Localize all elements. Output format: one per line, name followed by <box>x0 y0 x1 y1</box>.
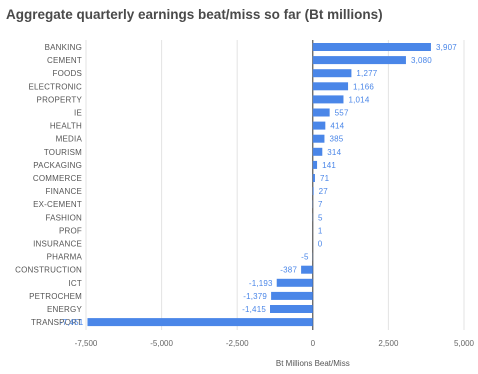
bar <box>312 108 330 117</box>
data-label: 1,166 <box>353 82 374 91</box>
data-label: 71 <box>320 174 330 183</box>
category-label: PROPERTY <box>37 95 83 104</box>
data-label: -1,379 <box>243 292 267 301</box>
data-label: 27 <box>319 187 329 196</box>
category-label: INSURANCE <box>33 240 82 249</box>
x-tick-label: 0 <box>311 339 316 348</box>
bar <box>312 187 314 196</box>
category-label: PHARMA <box>47 253 83 262</box>
data-label: 5 <box>318 213 323 222</box>
category-label: CONSTRUCTION <box>15 266 82 275</box>
bar <box>312 160 318 169</box>
category-label: ENERGY <box>47 305 82 314</box>
bar <box>312 56 406 65</box>
data-label: 3,080 <box>411 56 432 65</box>
x-axis-label: Bt Millions Beat/Miss <box>276 359 350 368</box>
category-label: PETROCHEM <box>29 292 82 301</box>
category-label: ICT <box>69 279 83 288</box>
data-label: -1,193 <box>249 279 273 288</box>
data-label: 3,907 <box>436 43 457 52</box>
category-label: ELECTRONIC <box>28 82 82 91</box>
category-label: MEDIA <box>56 135 83 144</box>
data-label: 7 <box>318 200 323 209</box>
category-label: FASHION <box>45 213 82 222</box>
bar <box>312 95 344 104</box>
x-tick-label: 5,000 <box>454 339 475 348</box>
bar <box>312 134 325 143</box>
data-label: 1,277 <box>356 69 377 78</box>
bar <box>276 278 313 287</box>
bar <box>270 305 313 313</box>
data-label: -1,415 <box>242 305 266 314</box>
data-label: 141 <box>322 161 336 170</box>
bar <box>312 147 323 156</box>
data-label: -387 <box>280 266 297 275</box>
data-label: 414 <box>330 122 344 131</box>
category-label: TOURISM <box>44 148 82 157</box>
bar <box>312 121 326 130</box>
bar <box>312 82 349 91</box>
data-label: -5 <box>301 253 309 262</box>
data-label: -7,451 <box>60 318 84 327</box>
category-label: EX-CEMENT <box>33 200 82 209</box>
category-label: CEMENT <box>47 56 82 65</box>
bar <box>87 318 313 327</box>
data-label: 314 <box>327 148 341 157</box>
category-label: PROF <box>59 226 82 235</box>
data-label: 557 <box>335 109 349 118</box>
bar <box>312 174 315 182</box>
category-label: COMMERCE <box>33 174 82 183</box>
x-tick-label: -2,500 <box>226 339 249 348</box>
category-label: PACKAGING <box>33 161 82 170</box>
bar <box>271 291 313 300</box>
bar <box>312 69 352 78</box>
category-label: TRANSPORT <box>31 318 82 327</box>
x-tick-label: 2,500 <box>378 339 399 348</box>
data-label: 1 <box>318 226 323 235</box>
category-label: FINANCE <box>45 187 82 196</box>
data-label: 385 <box>329 135 343 144</box>
bar <box>301 265 313 274</box>
x-tick-label: -7,500 <box>75 339 98 348</box>
category-label: FOODS <box>53 69 82 78</box>
bar <box>312 43 431 51</box>
data-label: 0 <box>318 240 323 249</box>
category-label: BANKING <box>45 43 82 52</box>
data-label: 1,014 <box>348 95 369 104</box>
category-label: IE <box>74 109 82 118</box>
x-tick-label: -5,000 <box>150 339 173 348</box>
category-label: HEALTH <box>50 122 82 131</box>
chart-title: Aggregate quarterly earnings beat/miss s… <box>6 7 383 22</box>
